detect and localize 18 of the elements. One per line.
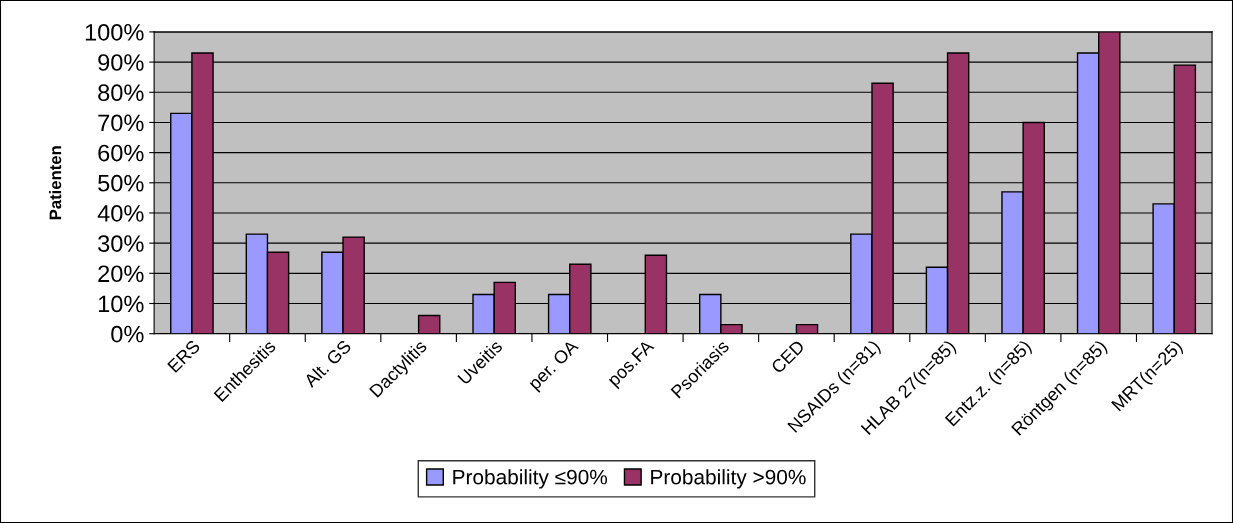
y-tick-label: 40% [97, 205, 144, 222]
x-tick-label: Alt. GS [302, 338, 352, 389]
y-axis-title: Patienten [49, 146, 62, 220]
y-tick-label: 90% [98, 54, 144, 71]
legend-label: Probability ≤90% [453, 469, 608, 489]
y-tick-label: 20% [98, 265, 144, 283]
bar [795, 323, 819, 334]
legend-label: Probability >90% [651, 469, 806, 489]
y-tick-label: 70% [98, 114, 144, 132]
bar [417, 314, 441, 334]
y-tick-label: 0% [111, 325, 144, 343]
y-tick-label: 50% [98, 174, 144, 192]
y-tick-label: 80% [98, 84, 144, 102]
y-tick-label: 30% [98, 235, 144, 252]
y-tick-label: 60% [98, 144, 144, 162]
y-tick-label: 10% [98, 295, 144, 313]
y-tick-label: 100% [85, 23, 144, 41]
x-tick-label: per. OA [527, 338, 582, 393]
